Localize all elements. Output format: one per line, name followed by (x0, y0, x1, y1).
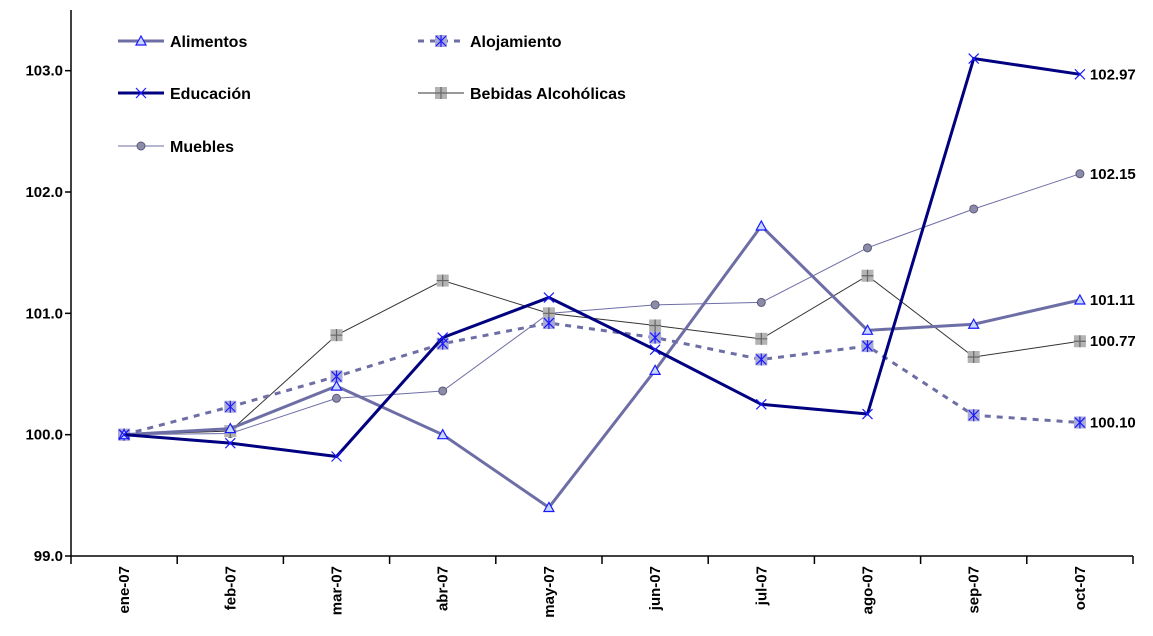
x-tick-label: ene-07 (116, 566, 133, 614)
series-line (124, 173, 1081, 436)
data-point (330, 329, 343, 342)
legend-label: Alojamiento (470, 34, 562, 51)
data-point (224, 400, 237, 413)
legend-item-bebidas-alcoholicas: Bebidas Alcohólicas (418, 86, 626, 103)
data-point (861, 340, 874, 353)
data-point (1074, 68, 1086, 80)
x-tick-label: abr-07 (435, 566, 452, 611)
legend-item-alimentos: Alimentos (118, 34, 247, 51)
data-point (1073, 416, 1086, 429)
series-line (124, 223, 1081, 510)
data-point (436, 274, 449, 287)
data-point (649, 364, 662, 375)
data-point (437, 332, 449, 344)
data-point (331, 451, 342, 462)
data-point (438, 386, 448, 396)
data-point (542, 501, 555, 513)
series-alimentos (118, 219, 1086, 513)
data-label: 102.15 (1090, 166, 1136, 183)
y-tick-label: 100.0 (25, 427, 63, 444)
series-line (123, 321, 1081, 437)
legend-label: Educación (170, 86, 251, 103)
data-label: 100.77 (1090, 333, 1136, 350)
data-point (330, 379, 343, 391)
legend-marker (135, 87, 147, 99)
data-point (542, 317, 555, 330)
legend-marker (435, 87, 447, 99)
data-point (1073, 335, 1086, 348)
data-point (755, 398, 767, 410)
x-tick-label: may-07 (541, 566, 558, 618)
data-point (1073, 293, 1086, 305)
end-labels: 101.11 100.10 102.97 100.77 102.15 (1090, 66, 1136, 431)
data-label: 102.97 (1090, 66, 1136, 83)
x-tick-label: oct-07 (1072, 566, 1089, 610)
data-point (649, 319, 662, 332)
data-point (436, 428, 449, 440)
series-layer (118, 53, 1086, 513)
legend-marker (134, 34, 148, 46)
data-point (332, 393, 341, 403)
series-line (124, 275, 1080, 436)
data-point (330, 370, 343, 383)
series-line (123, 56, 1081, 459)
x-tick-label: sep-07 (966, 566, 983, 614)
data-point (861, 269, 874, 282)
legend-item-educacion: Educación (118, 86, 251, 103)
y-axis-ticks: 99.0 100.0 101.0 102.0 103.0 (25, 63, 71, 565)
legend-item-alojamiento: Alojamiento (418, 34, 562, 51)
data-point (224, 437, 236, 449)
y-tick-label: 99.0 (34, 548, 63, 565)
legend-label: Muebles (170, 139, 234, 156)
data-point (543, 292, 555, 303)
legend-marker (435, 35, 447, 47)
x-axis-ticks: ene-07 feb-07 mar-07 abr-07 may-07 jun-07 jul-… (70, 556, 1134, 618)
data-point (861, 324, 874, 335)
data-point (755, 353, 768, 366)
data-label: 101.11 (1090, 292, 1135, 309)
data-point (863, 243, 872, 253)
legend: Alimentos Alojamiento Educación Bebidas Alc… (118, 34, 626, 156)
x-tick-label: ago-07 (860, 566, 877, 614)
data-point (967, 351, 980, 364)
data-point (118, 429, 130, 441)
legend-label: Alimentos (170, 34, 247, 51)
data-point (649, 331, 662, 344)
data-point (224, 422, 237, 434)
y-tick-label: 101.0 (25, 305, 63, 322)
x-tick-label: jun-07 (647, 566, 664, 611)
data-point (862, 408, 873, 420)
data-point (967, 318, 980, 329)
x-tick-label: mar-07 (329, 566, 346, 615)
data-point (968, 53, 980, 64)
data-point (756, 297, 766, 307)
x-tick-label: jul-07 (753, 566, 770, 606)
data-point (649, 344, 661, 356)
data-point (967, 409, 980, 422)
data-point (755, 332, 768, 345)
y-tick-label: 103.0 (25, 63, 63, 80)
data-point (755, 219, 768, 231)
legend-label: Bebidas Alcohólicas (470, 86, 626, 103)
legend-item-muebles: Muebles (118, 139, 234, 156)
series-educacion (118, 53, 1086, 462)
data-label: 100.10 (1090, 415, 1136, 432)
legend-marker (136, 141, 146, 151)
y-tick-label: 102.0 (25, 184, 63, 201)
data-point (650, 300, 660, 310)
x-tick-label: feb-07 (222, 566, 239, 610)
data-point (1075, 169, 1085, 179)
data-point (969, 204, 979, 214)
